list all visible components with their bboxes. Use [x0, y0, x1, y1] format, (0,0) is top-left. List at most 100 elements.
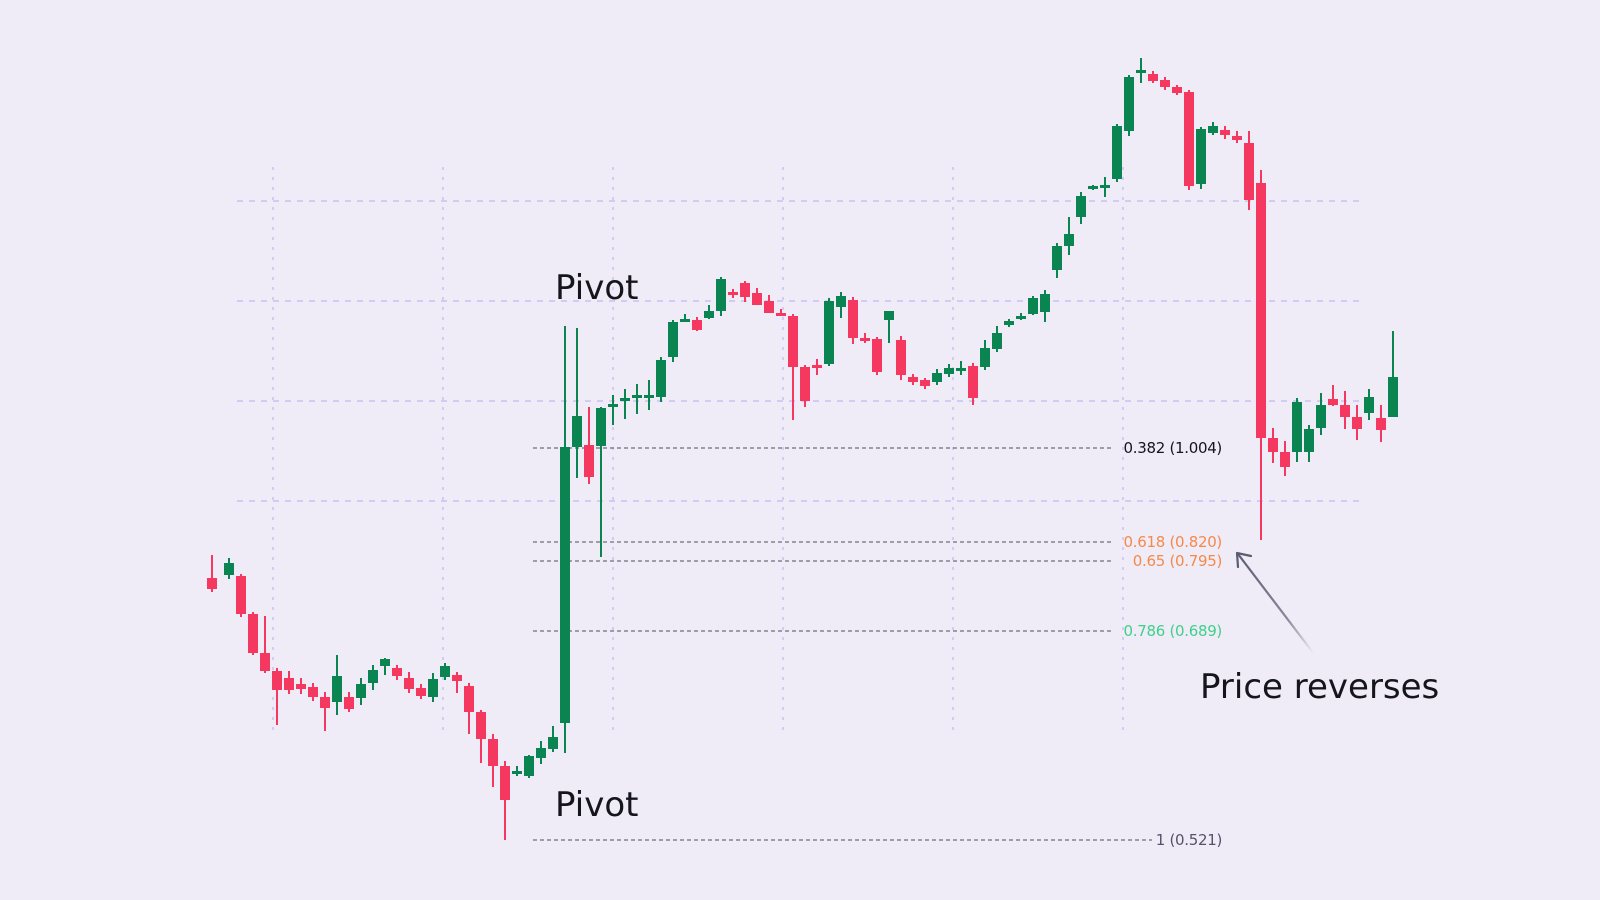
pivot-low-label: Pivot [555, 785, 638, 825]
fib-label-0382: 0.382 (1.004) [1124, 439, 1222, 457]
candle-up [1004, 319, 1014, 327]
candle-up [524, 755, 534, 778]
candle-down [788, 314, 798, 420]
candle-down [764, 295, 774, 313]
candle-down [1280, 441, 1290, 476]
candle-up [1100, 177, 1110, 197]
candle-down [812, 359, 822, 375]
candle-up [824, 298, 834, 366]
candle-up [560, 326, 570, 753]
candle-down [1352, 405, 1362, 440]
fibonacci-levels [533, 447, 1152, 841]
candle-up [632, 384, 642, 414]
candle-up [992, 326, 1002, 352]
candle-down [1328, 385, 1338, 406]
candle-up [1076, 192, 1086, 224]
candle-down [296, 678, 306, 694]
candle-up [596, 407, 606, 557]
candle-down [692, 317, 702, 331]
candle-up [704, 305, 714, 319]
candle-down [1244, 131, 1254, 210]
fib-label-1: 1 (0.521) [1156, 831, 1222, 849]
candle-up [332, 655, 342, 715]
candle-up [932, 369, 942, 385]
candle-down [452, 672, 462, 693]
candle-up [1124, 75, 1134, 136]
candle-down [1268, 428, 1278, 463]
candle-down [248, 612, 258, 655]
candle-up [680, 314, 690, 322]
candle-up [572, 328, 582, 478]
fib-label-0618: 0.618 (0.820) [1124, 533, 1222, 551]
callout-arrow [1235, 551, 1316, 656]
candle-down [1232, 131, 1242, 143]
candle-up [836, 292, 846, 318]
candle-down [1256, 170, 1266, 540]
candle-up [1364, 389, 1374, 420]
candle-up [1388, 331, 1398, 417]
candle-up [1064, 217, 1074, 255]
candle-up [512, 766, 522, 776]
candle-up [224, 558, 234, 579]
candle-down [740, 281, 750, 302]
candle-up [644, 380, 654, 410]
candle-down [1148, 71, 1158, 83]
candle-up [368, 665, 378, 690]
candle-up [1088, 185, 1098, 190]
candle-down [752, 288, 762, 305]
candle-up [884, 311, 894, 343]
candle-down [344, 692, 354, 712]
candle-down [1172, 85, 1182, 95]
arrow-head-icon [1235, 551, 1253, 569]
arrow-shaft [1236, 552, 1316, 656]
candle-up [656, 357, 666, 402]
candle-down [908, 374, 918, 385]
candle-down [320, 692, 330, 731]
candle-up [536, 741, 546, 764]
candle-up [944, 364, 954, 377]
candle-down [860, 333, 870, 343]
candle-down [404, 672, 414, 693]
candle-down [272, 668, 282, 725]
candle-up [548, 726, 558, 752]
pivot-high-label: Pivot [555, 268, 638, 308]
candle-down [488, 734, 498, 787]
candle-up [980, 340, 990, 370]
candle-down [1340, 391, 1350, 429]
candle-down [1160, 77, 1170, 90]
candle-up [668, 320, 678, 362]
candle-down [392, 665, 402, 680]
candles [207, 58, 1398, 840]
price-reverses-label: Price reverses [1200, 667, 1439, 707]
candle-down [800, 365, 810, 407]
candle-down [584, 407, 594, 484]
candle-down [920, 378, 930, 389]
candle-down [308, 683, 318, 701]
candle-down [1376, 405, 1386, 442]
candle-up [956, 361, 966, 375]
candle-down [476, 710, 486, 763]
candle-down [1184, 90, 1194, 190]
candle-down [464, 683, 474, 734]
candle-down [728, 289, 738, 298]
candle-down [896, 336, 906, 380]
candle-up [1112, 124, 1122, 182]
candle-up [620, 389, 630, 419]
candle-up [1292, 398, 1302, 462]
candle-down [416, 684, 426, 699]
candle-up [1316, 393, 1326, 435]
candle-up [608, 395, 618, 425]
fib-label-065: 0.65 (0.795) [1133, 552, 1222, 570]
candle-up [1196, 127, 1206, 189]
candle-down [848, 297, 858, 344]
candle-down [872, 337, 882, 375]
candle-up [716, 277, 726, 316]
candle-down [207, 555, 217, 592]
candle-up [1136, 58, 1146, 83]
candle-up [380, 658, 390, 675]
candle-up [1208, 122, 1218, 135]
candle-down [260, 616, 270, 673]
candle-up [1052, 243, 1062, 278]
candle-down [284, 671, 294, 694]
